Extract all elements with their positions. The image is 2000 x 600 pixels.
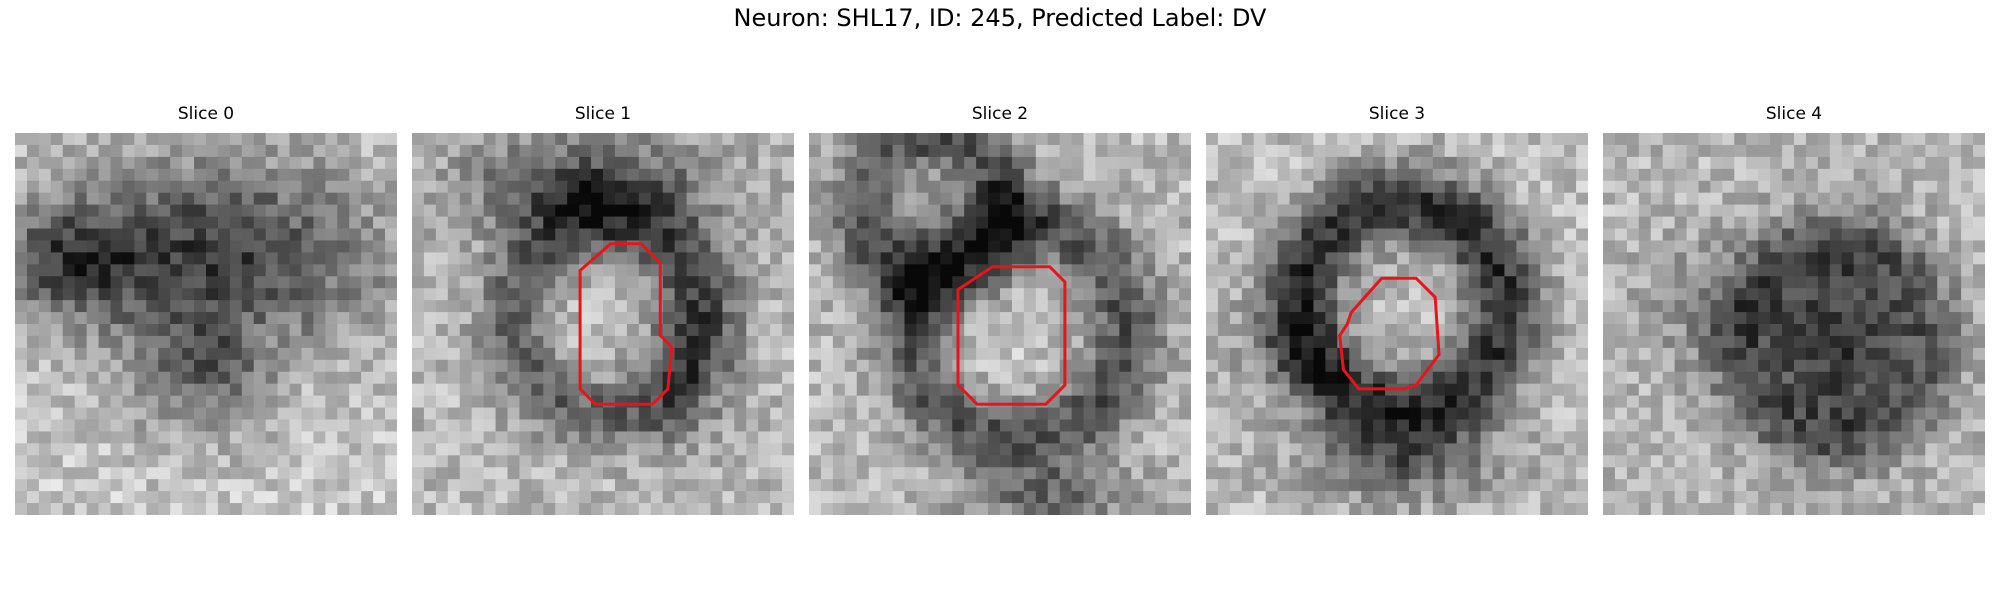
slice-image [1603,133,1985,515]
slice-image [1206,133,1588,515]
slice-image [809,133,1191,515]
panel-title: Slice 1 [574,104,632,124]
panel-title: Slice 2 [971,104,1029,124]
segmentation-outline [956,265,1067,406]
slice-image [15,133,397,515]
segmentation-outline [578,242,674,406]
slice-image [412,133,794,515]
panel-title: Slice 0 [177,104,235,124]
panel-title: Slice 3 [1368,104,1426,124]
panel-title: Slice 4 [1765,104,1823,124]
figure-title: Neuron: SHL17, ID: 245, Predicted Label:… [733,4,1267,32]
segmentation-outline [1338,276,1441,391]
